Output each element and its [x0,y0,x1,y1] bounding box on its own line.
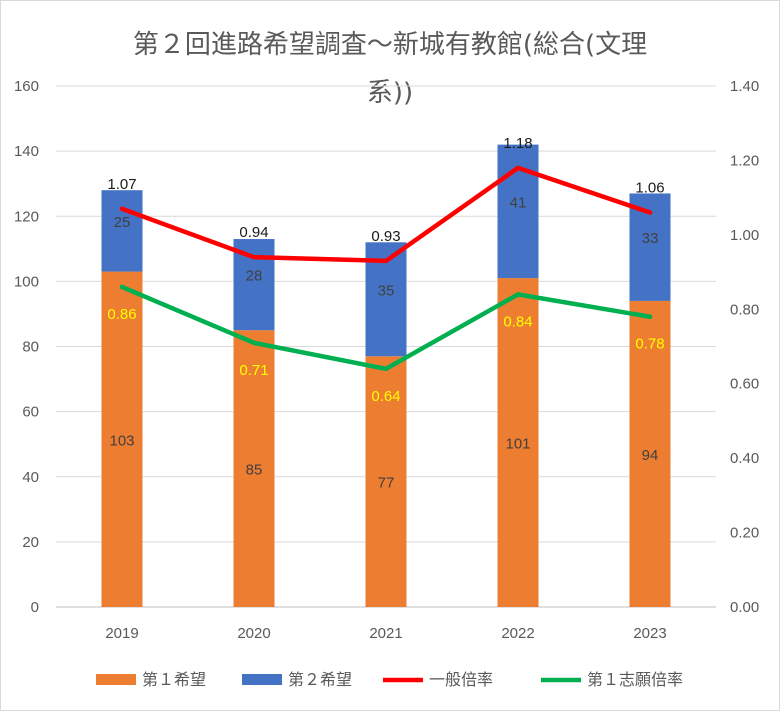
legend-swatch [242,674,282,685]
y-right-tick-label: 0.80 [730,301,759,318]
bar-value-label: 25 [114,214,131,231]
line-point [252,255,256,260]
legend-label: 第１希望 [142,670,206,689]
bar-value-label: 101 [505,436,530,453]
y-right-tick-label: 0.60 [730,376,759,393]
line-value-label: 0.64 [371,388,400,405]
line-point [384,258,388,263]
x-category-label: 2022 [501,625,534,642]
legend: 第１希望 第２希望 一般倍率 第１志願倍率 [96,670,683,689]
legend-label: 一般倍率 [429,670,493,689]
line-point [648,314,652,319]
x-category-label: 2023 [633,625,666,642]
bar-segment [233,330,275,607]
y-right-tick-label: 1.00 [730,227,759,244]
y-right-tick-label: 0.20 [730,525,759,542]
line-value-label: 1.18 [503,135,532,152]
bar-value-label: 85 [246,462,263,479]
axis-labels: 0 20 40 60 80 100 120 140 160 0.00 0.20 0.40 0.60 0.8… [14,78,759,642]
legend-swatch [96,674,136,685]
chart-title-line-1: 第２回進路希望調査～新城有教館(総合(文理 [133,30,647,60]
line-value-label: 0.78 [635,336,664,353]
bar-value-label: 77 [378,475,395,492]
line-point [384,366,388,371]
chart-title-line-2: 系)) [367,78,413,108]
bar-value-label: 28 [246,268,263,285]
line-point [516,165,520,170]
bar-segment [629,300,671,607]
y-left-tick-label: 40 [22,469,39,486]
bar-segment [101,271,143,607]
line-point [252,340,256,345]
bar-value-label: 33 [642,230,659,247]
line-value-label: 0.93 [371,228,400,245]
data-labels: 103 25 85 28 77 35 101 41 94 33 1.07 0.94 0.93 1.18 1.… [107,135,664,492]
y-left-tick-label: 160 [14,78,39,95]
line-point [120,206,124,211]
bar-value-label: 94 [642,447,659,464]
bar-value-label: 103 [109,432,134,449]
line-point [648,210,652,215]
y-left-tick-label: 100 [14,273,39,290]
y-left-tick-label: 120 [14,208,39,225]
y-right-tick-label: 0.00 [730,599,759,616]
legend-label: 第１志願倍率 [587,670,683,689]
x-category-label: 2019 [105,625,138,642]
line-value-label: 0.71 [239,362,268,379]
bar-value-label: 35 [378,282,395,299]
bar-series [101,144,671,607]
y-left-tick-label: 140 [14,143,39,160]
line-series [119,165,653,372]
y-right-tick-label: 1.40 [730,78,759,95]
legend-label: 第２希望 [288,670,352,689]
y-left-tick-label: 0 [31,599,39,616]
bar-segment [497,278,539,607]
y-left-tick-label: 20 [22,534,39,551]
bar-segment [365,356,407,607]
bar-value-label: 41 [510,194,527,211]
x-category-label: 2021 [369,625,402,642]
y-right-tick-label: 0.40 [730,450,759,467]
y-left-tick-label: 60 [22,404,39,421]
line-value-label: 0.84 [503,313,532,330]
line-point [516,292,520,297]
line-value-label: 0.94 [239,224,268,241]
bar-segment [101,190,143,272]
line-value-label: 0.86 [107,306,136,323]
line-value-label: 1.06 [635,180,664,197]
x-category-label: 2020 [237,625,270,642]
y-left-tick-label: 80 [22,339,39,356]
y-right-tick-label: 1.20 [730,152,759,169]
line-value-label: 1.07 [107,176,136,193]
line-point [120,284,124,289]
